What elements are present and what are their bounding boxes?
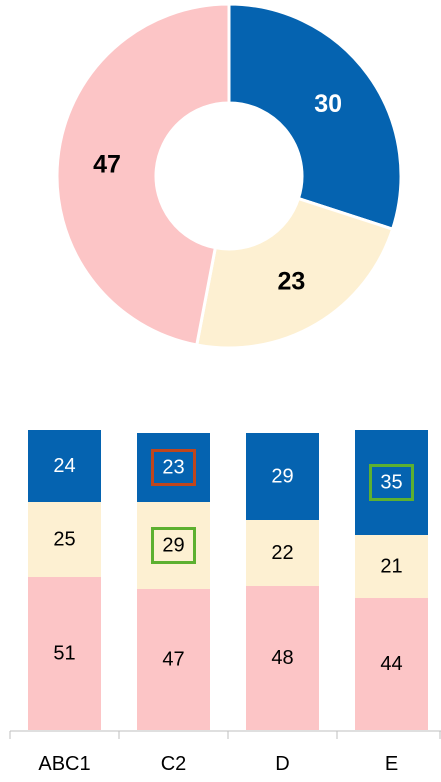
bar-segment: [137, 502, 210, 589]
data-label: 29: [271, 466, 293, 488]
bar-segment: [246, 586, 319, 730]
data-label: 30: [314, 90, 342, 118]
data-label: 21: [380, 556, 402, 578]
bar-segment: [355, 535, 428, 598]
data-label: 23: [277, 267, 305, 295]
highlight-box: [151, 527, 196, 564]
data-label: 29: [162, 535, 184, 557]
x-tick-label: ABC1: [38, 753, 90, 775]
bar-segment: [246, 433, 319, 520]
bar-segment: [137, 589, 210, 730]
data-label: 23: [162, 457, 184, 479]
bar-segment: [355, 430, 428, 535]
data-label: 47: [162, 649, 184, 671]
bar-segment: [355, 598, 428, 730]
x-tick-label: C2: [161, 753, 187, 775]
data-label: 35: [380, 472, 402, 494]
highlight-box: [369, 464, 414, 501]
bar-segment: [137, 433, 210, 502]
highlight-box: [151, 449, 196, 486]
bar-segment: [28, 430, 101, 502]
x-tick-label: D: [275, 753, 289, 775]
data-label: 48: [271, 647, 293, 669]
bar-segment: [28, 502, 101, 577]
donut-slice: [195, 196, 395, 350]
data-label: 51: [53, 643, 75, 665]
x-tick-label: E: [385, 753, 398, 775]
donut-slice: [55, 2, 231, 347]
data-label: 44: [380, 653, 402, 675]
bar-segment: [28, 577, 101, 730]
data-label: 25: [53, 529, 75, 551]
data-label: 24: [53, 455, 75, 477]
data-label: 22: [271, 542, 293, 564]
bar-segment: [246, 520, 319, 586]
data-label: 47: [93, 150, 121, 178]
donut-slice: [227, 2, 403, 232]
